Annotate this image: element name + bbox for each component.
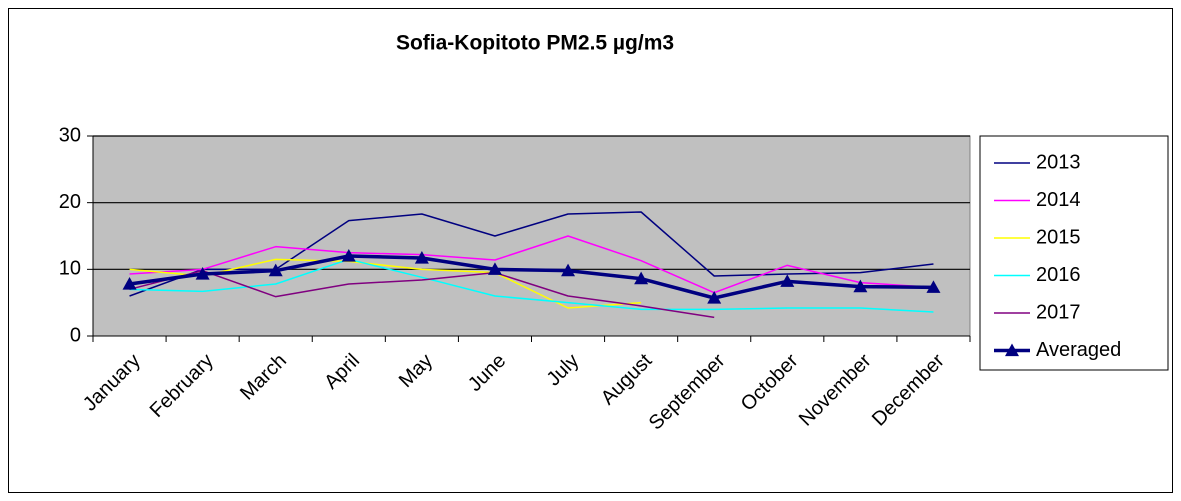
legend-label: Averaged (1036, 339, 1121, 361)
y-tick-label: 10 (59, 258, 81, 280)
marker (780, 274, 795, 287)
legend-label: 2014 (1036, 189, 1081, 211)
marker (561, 263, 576, 277)
chart-title: Sofia-Kopitoto PM2.5 µg/m3 (396, 32, 674, 55)
legend-label: 2017 (1036, 301, 1081, 323)
series-line (129, 211, 934, 297)
series-line (129, 258, 934, 313)
y-tick-label: 30 (59, 124, 81, 146)
plot-area (92, 135, 971, 337)
marker (926, 280, 941, 293)
y-tick-label: 0 (70, 324, 81, 346)
series-line (129, 235, 934, 294)
series-line (129, 254, 934, 300)
series-line (129, 269, 715, 319)
marker (707, 291, 722, 304)
marker (634, 271, 649, 285)
marker (414, 251, 429, 264)
marker (853, 279, 868, 293)
legend-label: 2013 (1036, 151, 1081, 173)
legend-label: 2016 (1036, 264, 1081, 286)
marker (341, 249, 356, 262)
legend-marker (1005, 343, 1019, 357)
marker (195, 267, 210, 280)
legend-box (979, 135, 1169, 371)
legend-label: 2015 (1036, 226, 1081, 248)
marker (122, 277, 137, 290)
marker (268, 263, 283, 277)
marker (487, 262, 502, 275)
y-tick-label: 20 (59, 191, 81, 213)
